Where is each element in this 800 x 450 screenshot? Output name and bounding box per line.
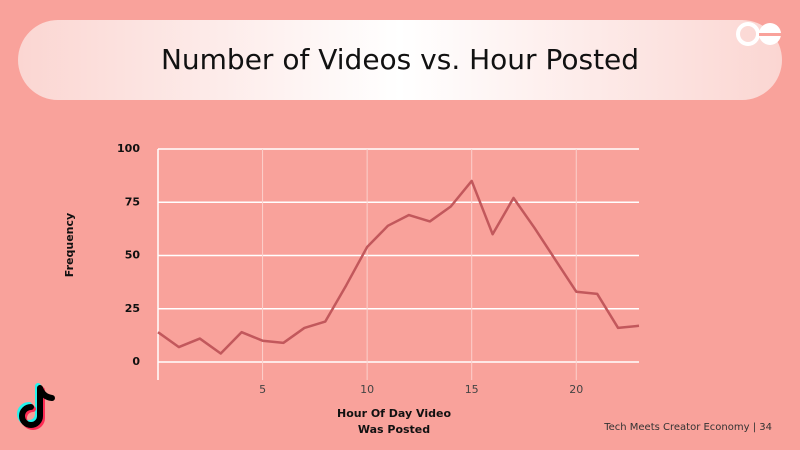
x-tick-label: 5 <box>259 383 266 396</box>
x-tick-label: 20 <box>569 383 583 396</box>
y-tick-label: 100 <box>117 142 140 155</box>
x-axis-label: Was Posted <box>358 423 430 436</box>
chart-title: Number of Videos vs. Hour Posted <box>161 43 639 76</box>
x-tick-label: 10 <box>360 383 374 396</box>
footer: Tech Meets Creator Economy | 34 <box>603 422 772 433</box>
y-tick-label: 75 <box>125 195 140 208</box>
y-axis-label: Frequency <box>63 213 76 277</box>
x-axis-label: Hour Of Day Video <box>337 407 451 420</box>
brand-logo <box>736 22 781 46</box>
title-banner <box>18 20 782 100</box>
y-tick-label: 0 <box>132 355 140 368</box>
y-tick-label: 25 <box>125 302 140 315</box>
tiktok-logo <box>17 383 55 430</box>
x-tick-label: 15 <box>465 383 479 396</box>
data-line <box>157 179 640 355</box>
y-tick-label: 50 <box>125 249 141 262</box>
